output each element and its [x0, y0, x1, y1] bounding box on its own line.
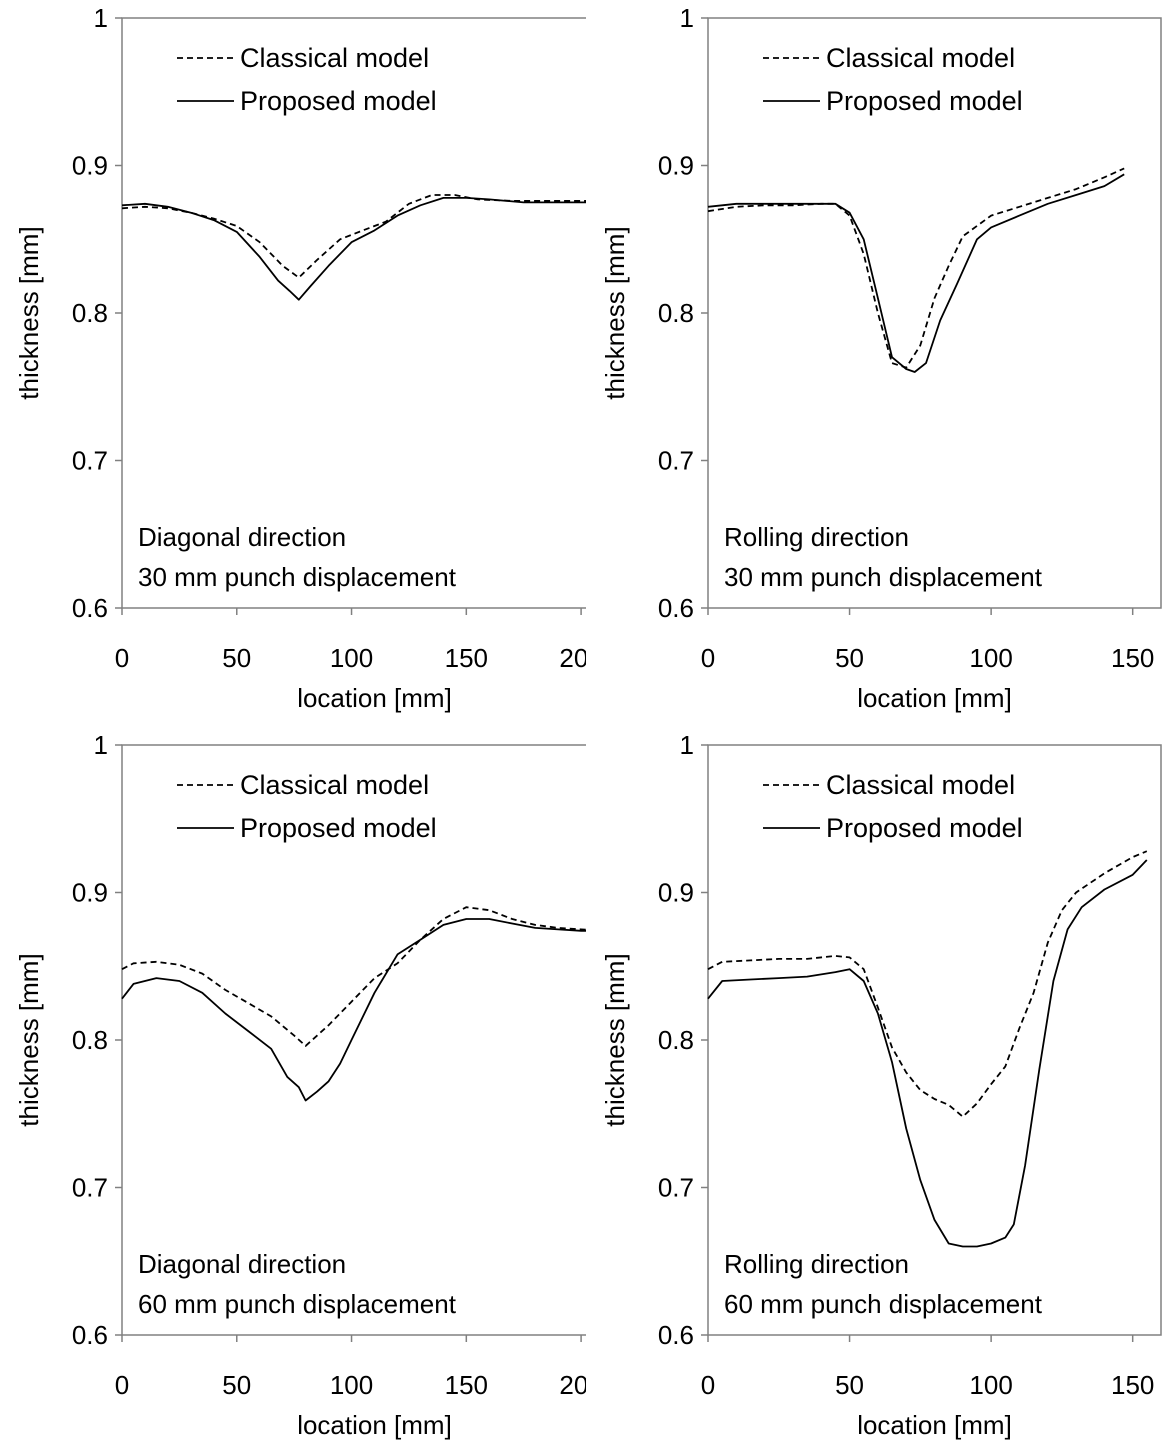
- series-line-proposed: [707, 173, 1125, 373]
- series-line-proposed: [707, 859, 1148, 1248]
- legend-label: Proposed model: [826, 86, 1023, 116]
- x-axis-label: location [mm]: [857, 1410, 1012, 1440]
- annotation-text: 60 mm punch displacement: [138, 1289, 457, 1319]
- y-tick-label: 1: [680, 3, 694, 33]
- x-tick-label: 100: [969, 1370, 1012, 1400]
- x-tick-label: 100: [969, 643, 1012, 673]
- x-tick-label: 50: [222, 643, 251, 673]
- x-tick-label: 100: [330, 1370, 373, 1400]
- y-tick-label: 0.9: [658, 878, 694, 908]
- legend-label: Proposed model: [240, 813, 437, 843]
- x-tick-label: 150: [1111, 1370, 1154, 1400]
- y-tick-label: 0.7: [658, 446, 694, 476]
- series-line-classical: [707, 167, 1125, 369]
- y-tick-label: 0.8: [658, 298, 694, 328]
- annotation-text: 60 mm punch displacement: [724, 1289, 1043, 1319]
- y-tick-label: 0.6: [658, 593, 694, 623]
- annotation-text: Diagonal direction: [138, 522, 346, 552]
- annotation-text: Diagonal direction: [138, 1249, 346, 1279]
- annotation-text: Rolling direction: [724, 1249, 909, 1279]
- x-axis-label: location [mm]: [857, 683, 1012, 713]
- x-tick-label: 50: [835, 643, 864, 673]
- legend-label: Classical model: [826, 770, 1015, 800]
- y-tick-label: 0.6: [72, 593, 108, 623]
- chart-svg: 0.6 0.7 0.8 0.9 1 0 50 100 150 location [mm] thick…: [600, 3, 1162, 713]
- series-line-classical: [121, 194, 586, 279]
- y-axis-label: thickness [mm]: [600, 226, 630, 399]
- y-tick-label: 1: [680, 730, 694, 760]
- y-tick-label: 0.9: [72, 878, 108, 908]
- x-tick-label: 150: [445, 643, 488, 673]
- y-tick-label: 0.8: [658, 1025, 694, 1055]
- x-tick-label: 150: [1111, 643, 1154, 673]
- x-tick-label: 50: [222, 1370, 251, 1400]
- x-tick-label: 100: [330, 643, 373, 673]
- chart-panel-1: 0.6 0.7 0.8 0.9 1 0 50 100 150 200 location [mm] th…: [0, 0, 586, 727]
- y-tick-label: 0.9: [72, 151, 108, 181]
- y-tick-label: 0.7: [658, 1173, 694, 1203]
- annotation-text: 30 mm punch displacement: [724, 562, 1043, 592]
- y-tick-label: 0.7: [72, 446, 108, 476]
- chart-panel-4: 0.6 0.7 0.8 0.9 1 0 50 100 150 location [mm] thick…: [586, 727, 1172, 1454]
- y-axis-label: thickness [mm]: [600, 953, 630, 1126]
- y-tick-label: 0.6: [658, 1320, 694, 1350]
- x-axis-label: location [mm]: [297, 1410, 452, 1440]
- y-axis-label: thickness [mm]: [14, 226, 44, 399]
- legend-label: Classical model: [826, 43, 1015, 73]
- x-tick-label: 0: [701, 1370, 715, 1400]
- chart-panel-2: 0.6 0.7 0.8 0.9 1 0 50 100 150 location [mm] thick…: [586, 0, 1172, 727]
- y-tick-label: 0.9: [658, 151, 694, 181]
- annotation-text: Rolling direction: [724, 522, 909, 552]
- series-line-proposed: [121, 918, 586, 1102]
- chart-svg: 0.6 0.7 0.8 0.9 1 0 50 100 150 location [mm] thick…: [600, 730, 1162, 1440]
- y-tick-label: 0.8: [72, 1025, 108, 1055]
- legend-label: Classical model: [240, 770, 429, 800]
- x-tick-label: 0: [115, 1370, 129, 1400]
- y-tick-label: 0.7: [72, 1173, 108, 1203]
- legend-label: Proposed model: [826, 813, 1023, 843]
- x-tick-label: 200: [559, 1370, 586, 1400]
- y-axis-label: thickness [mm]: [14, 953, 44, 1126]
- chart-svg: 0.6 0.7 0.8 0.9 1 0 50 100 150 200 location [mm] th…: [14, 3, 586, 713]
- x-tick-label: 0: [701, 643, 715, 673]
- x-tick-label: 200: [559, 643, 586, 673]
- x-tick-label: 150: [445, 1370, 488, 1400]
- legend-label: Classical model: [240, 43, 429, 73]
- y-tick-label: 0.8: [72, 298, 108, 328]
- y-tick-label: 1: [94, 3, 108, 33]
- x-axis-label: location [mm]: [297, 683, 452, 713]
- chart-svg: 0.6 0.7 0.8 0.9 1 0 50 100 150 200 location [mm] th…: [14, 730, 586, 1440]
- chart-panel-3: 0.6 0.7 0.8 0.9 1 0 50 100 150 200 location [mm] th…: [0, 727, 586, 1454]
- x-tick-label: 50: [835, 1370, 864, 1400]
- x-tick-label: 0: [115, 643, 129, 673]
- legend-label: Proposed model: [240, 86, 437, 116]
- annotation-text: 30 mm punch displacement: [138, 562, 457, 592]
- y-tick-label: 1: [94, 730, 108, 760]
- series-line-classical: [121, 906, 586, 1047]
- series-line-classical: [707, 850, 1148, 1118]
- y-tick-label: 0.6: [72, 1320, 108, 1350]
- series-line-proposed: [121, 196, 586, 301]
